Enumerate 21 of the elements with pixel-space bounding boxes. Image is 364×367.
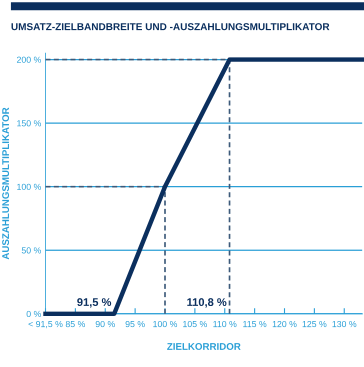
x-tick-label: 90 % — [96, 320, 115, 328]
x-tick-label: 85 % — [66, 320, 86, 328]
y-tick-label: 200 % — [16, 56, 42, 63]
x-tick-label: 125 % — [302, 320, 326, 328]
x-tick-label: 130 % — [332, 320, 356, 328]
x-tick-label: 100 % — [153, 320, 178, 328]
x-tick-label: 115 % — [243, 321, 266, 328]
annotation: 91,5 % — [77, 298, 112, 308]
x-tick-label: 105 % — [183, 320, 207, 328]
x-tick-label: < 91,5 % — [28, 320, 63, 328]
chart-title: UMSATZ-ZIELBANDBREITE UND -AUSZAHLUNGSMULTIPLIKATOR — [12, 23, 330, 30]
y-tick-label: 0 % — [26, 310, 42, 318]
x-axis-title: ZIELKORRIDOR — [167, 343, 241, 350]
y-tick-label: 50 % — [22, 247, 42, 254]
annotation: 110,8 % — [187, 298, 226, 308]
y-tick-label: 100 % — [17, 184, 42, 190]
x-tick-label: 120 % — [272, 320, 297, 328]
y-tick-label: 150 % — [17, 120, 42, 126]
x-tick-label: 95 % — [126, 320, 145, 328]
y-axis-title: AUSZAHLUNGSMULTIPLIKATOR — [2, 108, 10, 260]
x-tick-label: 110 % — [213, 320, 237, 328]
